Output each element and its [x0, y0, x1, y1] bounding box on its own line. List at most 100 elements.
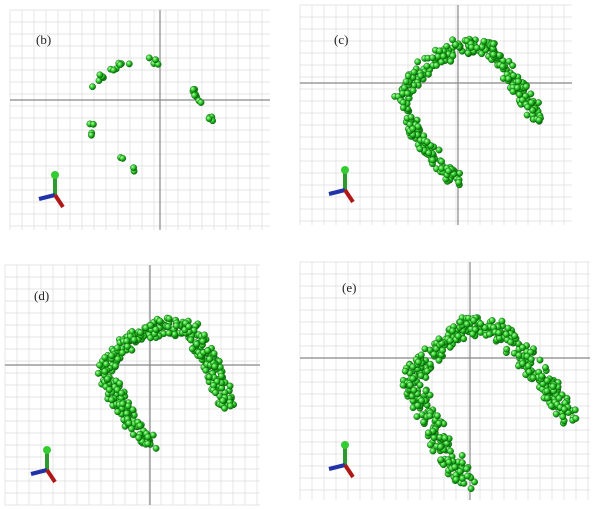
point — [198, 99, 204, 105]
point — [220, 398, 226, 404]
triad-z-tip — [43, 446, 51, 454]
point — [145, 441, 151, 447]
point — [447, 338, 453, 344]
panel-label: (b) — [36, 32, 51, 47]
point — [417, 382, 423, 388]
point — [526, 369, 532, 375]
point — [464, 473, 470, 479]
point — [212, 390, 218, 396]
figure: (b) (c) (d) (e) — [0, 0, 594, 509]
point — [468, 485, 474, 491]
point — [410, 87, 416, 93]
point — [499, 318, 505, 324]
point — [503, 331, 509, 337]
point — [205, 347, 211, 353]
point — [128, 426, 134, 432]
point — [114, 345, 120, 351]
point — [548, 403, 554, 409]
point — [556, 395, 562, 401]
triad-y — [345, 465, 353, 477]
point — [423, 388, 429, 394]
point — [424, 63, 430, 69]
point — [410, 364, 416, 370]
point — [519, 344, 525, 350]
point — [434, 413, 440, 419]
point — [436, 336, 442, 342]
point — [445, 168, 451, 174]
point — [470, 331, 476, 337]
panel-label: (e) — [342, 280, 356, 295]
point — [536, 117, 542, 123]
point — [544, 395, 550, 401]
point — [505, 76, 511, 82]
point — [207, 356, 213, 362]
point — [500, 63, 506, 69]
panels — [5, 5, 590, 505]
point — [455, 333, 461, 339]
point — [572, 407, 578, 413]
point — [190, 86, 196, 92]
point — [418, 73, 424, 79]
point — [438, 444, 444, 450]
point — [200, 338, 206, 344]
point — [96, 362, 102, 368]
point — [544, 388, 550, 394]
point — [436, 357, 442, 363]
point — [431, 351, 437, 357]
point — [110, 67, 116, 73]
point — [136, 435, 142, 441]
point — [124, 343, 130, 349]
point — [553, 411, 559, 417]
point — [415, 359, 421, 365]
point — [166, 315, 172, 321]
point — [452, 464, 458, 470]
point — [504, 346, 510, 352]
triad-y — [47, 470, 55, 482]
point — [512, 333, 518, 339]
point — [104, 376, 110, 382]
point — [436, 420, 442, 426]
point — [108, 353, 114, 359]
point — [404, 90, 410, 96]
point — [206, 374, 212, 380]
point — [201, 332, 207, 338]
point — [417, 146, 423, 152]
point — [550, 383, 556, 389]
point — [422, 346, 428, 352]
point — [447, 448, 453, 454]
point — [560, 414, 566, 420]
point — [449, 328, 455, 334]
point — [102, 354, 108, 360]
point — [464, 466, 470, 472]
point — [403, 78, 409, 84]
point — [430, 448, 436, 454]
panel-label: (c) — [334, 32, 348, 47]
point — [188, 337, 194, 343]
point — [411, 69, 417, 75]
point — [453, 42, 459, 48]
point — [490, 41, 496, 47]
point — [438, 59, 444, 65]
triad-z-tip — [341, 441, 349, 449]
point — [516, 352, 522, 358]
point — [153, 326, 159, 332]
point — [530, 375, 536, 381]
point — [440, 53, 446, 59]
point — [137, 329, 143, 335]
point — [203, 367, 209, 373]
point — [152, 57, 158, 63]
point — [489, 317, 495, 323]
point — [542, 364, 548, 370]
point — [400, 105, 406, 111]
point — [573, 415, 579, 421]
point — [189, 346, 195, 352]
point — [130, 165, 136, 171]
point — [442, 435, 448, 441]
point — [515, 78, 521, 84]
triad-x — [329, 465, 345, 469]
point — [431, 434, 437, 440]
point — [481, 38, 487, 44]
point — [131, 337, 137, 343]
point — [137, 423, 143, 429]
point — [95, 370, 101, 376]
